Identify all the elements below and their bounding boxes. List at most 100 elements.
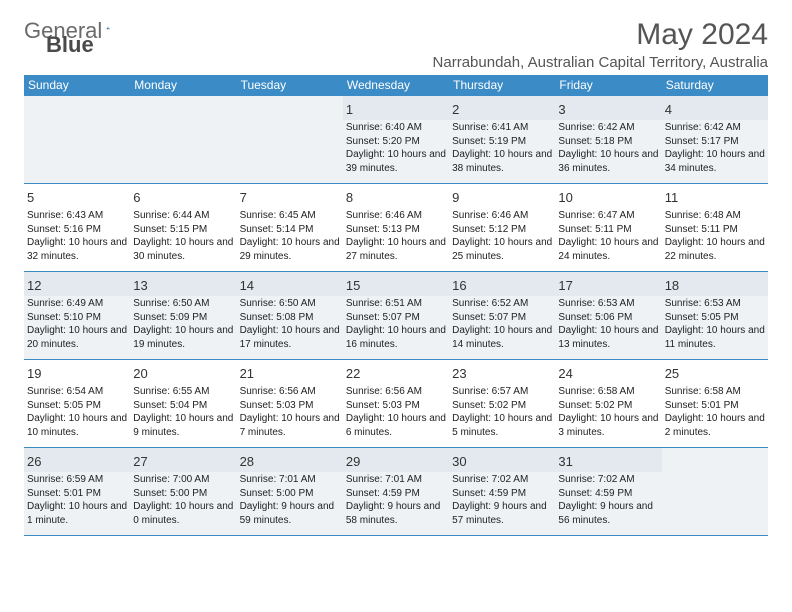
day-number: 19 — [27, 363, 127, 382]
day-number: 17 — [558, 275, 658, 294]
weekday-header: Friday — [555, 75, 661, 96]
day-number: 3 — [558, 99, 658, 118]
day-info: Sunrise: 6:56 AMSunset: 5:03 PMDaylight:… — [346, 385, 446, 439]
calendar-day-cell: 6Sunrise: 6:44 AMSunset: 5:15 PMDaylight… — [130, 184, 236, 272]
day-info: Sunrise: 6:46 AMSunset: 5:12 PMDaylight:… — [452, 209, 552, 263]
day-number: 11 — [665, 187, 765, 206]
calendar-day-cell: 24 Sunrise: 6:58 AMSunset: 5:02 PMDayligh… — [555, 360, 661, 448]
calendar-day-cell: 30 Sunrise: 7:02 AMSunset: 4:59 PMDayligh… — [449, 448, 555, 536]
day-info: Sunrise: 7:00 AMSunset: 5:00 PMDaylight:… — [133, 473, 233, 527]
day-number: 18 — [665, 275, 765, 294]
day-number: 28 — [240, 451, 340, 470]
calendar-day-cell: 20Sunrise: 6:55 AMSunset: 5:04 PMDayligh… — [130, 360, 236, 448]
day-number: 31 — [558, 451, 658, 470]
calendar-day-cell: 8Sunrise: 6:46 AMSunset: 5:13 PMDaylight… — [343, 184, 449, 272]
calendar-day-cell: 13 Sunrise: 6:50 AMSunset: 5:09 PMDayligh… — [130, 272, 236, 360]
day-info: Sunrise: 6:53 AMSunset: 5:06 PMDaylight:… — [558, 297, 658, 351]
day-info: Sunrise: 6:52 AMSunset: 5:07 PMDaylight:… — [452, 297, 552, 351]
calendar-day-cell — [130, 96, 236, 184]
calendar-week-row: 26 Sunrise: 6:59 AMSunset: 5:01 PMDayligh… — [24, 448, 768, 536]
weekday-header: Monday — [130, 75, 236, 96]
day-info: Sunrise: 6:57 AMSunset: 5:02 PMDaylight:… — [452, 385, 552, 439]
calendar-day-cell: 4 Sunrise: 6:42 AMSunset: 5:17 PMDaylight… — [662, 96, 768, 184]
calendar-day-cell: 11 Sunrise: 6:48 AMSunset: 5:11 PMDayligh… — [662, 184, 768, 272]
day-info: Sunrise: 6:40 AMSunset: 5:20 PMDaylight:… — [346, 121, 446, 175]
day-info: Sunrise: 6:44 AMSunset: 5:15 PMDaylight:… — [133, 209, 233, 263]
day-number: 25 — [665, 363, 765, 382]
calendar-day-cell: 7 Sunrise: 6:45 AMSunset: 5:14 PMDaylight… — [237, 184, 343, 272]
day-number: 7 — [240, 187, 340, 206]
calendar-week-row: 5Sunrise: 6:43 AMSunset: 5:16 PMDaylight… — [24, 184, 768, 272]
day-info: Sunrise: 7:02 AMSunset: 4:59 PMDaylight:… — [452, 473, 552, 527]
weekday-header-row: Sunday Monday Tuesday Wednesday Thursday… — [24, 75, 768, 96]
brand-sail-icon — [106, 19, 110, 37]
day-info: Sunrise: 6:53 AMSunset: 5:05 PMDaylight:… — [665, 297, 765, 351]
day-number: 14 — [240, 275, 340, 294]
location-subtitle: Narrabundah, Australian Capital Territor… — [24, 54, 768, 71]
day-number: 29 — [346, 451, 446, 470]
day-number: 13 — [133, 275, 233, 294]
day-info: Sunrise: 7:01 AMSunset: 4:59 PMDaylight:… — [346, 473, 446, 527]
day-number: 24 — [558, 363, 658, 382]
calendar-day-cell: 31Sunrise: 7:02 AMSunset: 4:59 PMDayligh… — [555, 448, 661, 536]
calendar-day-cell — [662, 448, 768, 536]
calendar-week-row: 12 Sunrise: 6:49 AMSunset: 5:10 PMDayligh… — [24, 272, 768, 360]
day-number: 10 — [558, 187, 658, 206]
calendar-day-cell: 9Sunrise: 6:46 AMSunset: 5:12 PMDaylight… — [449, 184, 555, 272]
calendar-day-cell: 5Sunrise: 6:43 AMSunset: 5:16 PMDaylight… — [24, 184, 130, 272]
page-title: May 2024 — [636, 18, 768, 52]
day-info: Sunrise: 6:58 AMSunset: 5:02 PMDaylight:… — [558, 385, 658, 439]
day-number: 15 — [346, 275, 446, 294]
calendar-day-cell: 26 Sunrise: 6:59 AMSunset: 5:01 PMDayligh… — [24, 448, 130, 536]
calendar-day-cell: 15 Sunrise: 6:51 AMSunset: 5:07 PMDayligh… — [343, 272, 449, 360]
day-number: 22 — [346, 363, 446, 382]
day-info: Sunrise: 6:54 AMSunset: 5:05 PMDaylight:… — [27, 385, 127, 439]
calendar-day-cell: 23 Sunrise: 6:57 AMSunset: 5:02 PMDayligh… — [449, 360, 555, 448]
calendar-day-cell: 12 Sunrise: 6:49 AMSunset: 5:10 PMDayligh… — [24, 272, 130, 360]
day-number: 1 — [346, 99, 446, 118]
day-info: Sunrise: 6:50 AMSunset: 5:08 PMDaylight:… — [240, 297, 340, 351]
weekday-header: Saturday — [662, 75, 768, 96]
calendar-day-cell: 1 Sunrise: 6:40 AMSunset: 5:20 PMDaylight… — [343, 96, 449, 184]
calendar-day-cell: 14 Sunrise: 6:50 AMSunset: 5:08 PMDayligh… — [237, 272, 343, 360]
calendar-day-cell: 28 Sunrise: 7:01 AMSunset: 5:00 PMDayligh… — [237, 448, 343, 536]
weekday-header: Wednesday — [343, 75, 449, 96]
day-info: Sunrise: 6:59 AMSunset: 5:01 PMDaylight:… — [27, 473, 127, 527]
day-info: Sunrise: 6:45 AMSunset: 5:14 PMDaylight:… — [240, 209, 340, 263]
calendar-week-row: 19 Sunrise: 6:54 AMSunset: 5:05 PMDayligh… — [24, 360, 768, 448]
calendar-day-cell: 2 Sunrise: 6:41 AMSunset: 5:19 PMDaylight… — [449, 96, 555, 184]
calendar-day-cell: 10 Sunrise: 6:47 AMSunset: 5:11 PMDayligh… — [555, 184, 661, 272]
calendar-week-row: 1 Sunrise: 6:40 AMSunset: 5:20 PMDaylight… — [24, 96, 768, 184]
day-number: 30 — [452, 451, 552, 470]
calendar-day-cell: 19 Sunrise: 6:54 AMSunset: 5:05 PMDayligh… — [24, 360, 130, 448]
day-number: 16 — [452, 275, 552, 294]
day-number: 5 — [27, 187, 127, 206]
day-number: 27 — [133, 451, 233, 470]
day-info: Sunrise: 6:49 AMSunset: 5:10 PMDaylight:… — [27, 297, 127, 351]
day-info: Sunrise: 6:55 AMSunset: 5:04 PMDaylight:… — [133, 385, 233, 439]
day-info: Sunrise: 6:41 AMSunset: 5:19 PMDaylight:… — [452, 121, 552, 175]
day-info: Sunrise: 6:47 AMSunset: 5:11 PMDaylight:… — [558, 209, 658, 263]
day-number: 26 — [27, 451, 127, 470]
day-number: 12 — [27, 275, 127, 294]
brand-text-2: Blue — [46, 32, 94, 58]
day-number: 23 — [452, 363, 552, 382]
calendar-day-cell: 16 Sunrise: 6:52 AMSunset: 5:07 PMDayligh… — [449, 272, 555, 360]
day-info: Sunrise: 6:42 AMSunset: 5:17 PMDaylight:… — [665, 121, 765, 175]
calendar-day-cell: 29 Sunrise: 7:01 AMSunset: 4:59 PMDayligh… — [343, 448, 449, 536]
day-number: 21 — [240, 363, 340, 382]
day-info: Sunrise: 6:48 AMSunset: 5:11 PMDaylight:… — [665, 209, 765, 263]
day-info: Sunrise: 7:01 AMSunset: 5:00 PMDaylight:… — [240, 473, 340, 527]
calendar-day-cell: 25Sunrise: 6:58 AMSunset: 5:01 PMDayligh… — [662, 360, 768, 448]
day-info: Sunrise: 6:56 AMSunset: 5:03 PMDaylight:… — [240, 385, 340, 439]
weekday-header: Sunday — [24, 75, 130, 96]
calendar-day-cell: 27 Sunrise: 7:00 AMSunset: 5:00 PMDayligh… — [130, 448, 236, 536]
calendar-day-cell: 22 Sunrise: 6:56 AMSunset: 5:03 PMDayligh… — [343, 360, 449, 448]
calendar-day-cell: 21 Sunrise: 6:56 AMSunset: 5:03 PMDayligh… — [237, 360, 343, 448]
day-info: Sunrise: 6:51 AMSunset: 5:07 PMDaylight:… — [346, 297, 446, 351]
day-info: Sunrise: 6:50 AMSunset: 5:09 PMDaylight:… — [133, 297, 233, 351]
day-number: 4 — [665, 99, 765, 118]
calendar-grid: Sunday Monday Tuesday Wednesday Thursday… — [24, 75, 768, 536]
day-number: 2 — [452, 99, 552, 118]
calendar-day-cell — [24, 96, 130, 184]
